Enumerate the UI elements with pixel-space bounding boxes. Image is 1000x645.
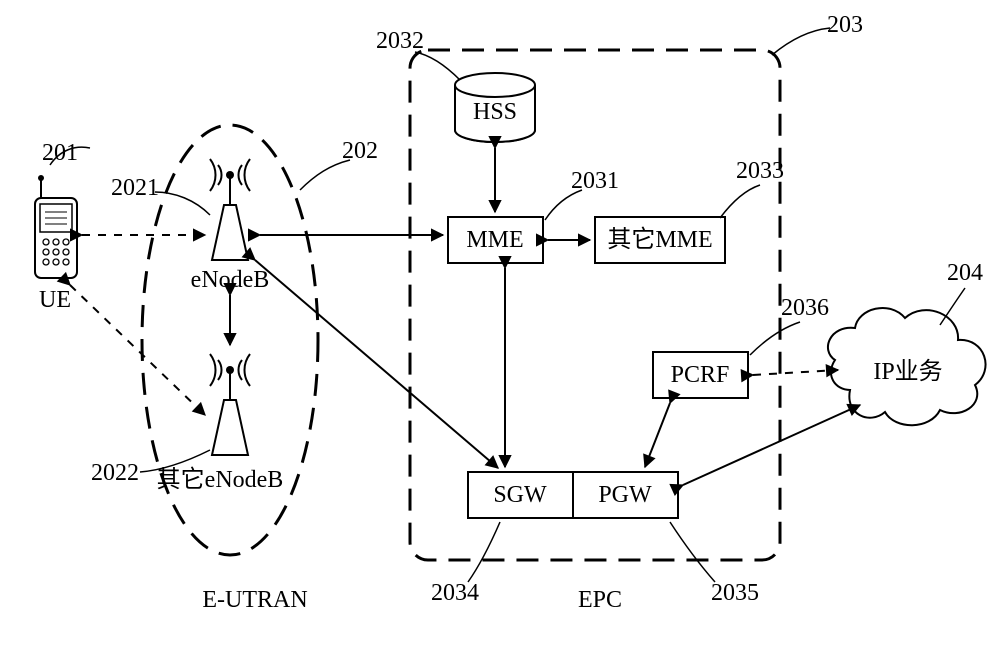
- enb2-label: 其它eNodeB: [157, 466, 284, 493]
- leader-2035: [670, 522, 715, 582]
- leader-2031: [545, 190, 582, 220]
- ref-202: 202: [342, 138, 378, 164]
- pgw-label: PGW: [598, 482, 652, 508]
- node-mme: MME: [448, 217, 543, 263]
- node-hss: HSS: [455, 73, 535, 142]
- leader-202: [300, 160, 350, 190]
- ref-2021: 2021: [111, 175, 159, 201]
- ip-label: IP业务: [873, 358, 942, 385]
- pcrf-label: PCRF: [671, 362, 730, 388]
- node-ip: IP业务: [828, 308, 986, 425]
- ref-2033: 2033: [736, 158, 784, 184]
- node-sgw: SGW: [468, 472, 573, 518]
- ref-2032: 2032: [376, 28, 424, 54]
- hss-label: HSS: [473, 99, 517, 125]
- edge-pcrf-pgw: [645, 403, 670, 467]
- enb-label: eNodeB: [191, 267, 270, 293]
- edge-enb-sgw: [255, 260, 498, 468]
- ref-2022: 2022: [91, 460, 139, 486]
- ue-label: UE: [39, 287, 71, 313]
- phone-icon: [35, 175, 77, 278]
- node-enb: eNodeB: [191, 159, 270, 293]
- epc-label: EPC: [578, 587, 622, 613]
- leader-2033: [720, 185, 760, 218]
- node-pgw: PGW: [573, 472, 678, 518]
- edge-pgw-ip: [683, 405, 860, 485]
- mme2-label: 其它MME: [607, 226, 712, 253]
- ref-204: 204: [947, 260, 983, 286]
- leader-2036: [750, 322, 800, 355]
- node-mme2: 其它MME: [595, 217, 725, 263]
- ref-2036: 2036: [781, 295, 829, 321]
- node-enb2: 其它eNodeB: [157, 354, 284, 493]
- leader-204: [940, 288, 965, 325]
- edge-ue-enb2: [70, 285, 205, 415]
- ref-2034: 2034: [431, 580, 479, 606]
- leader-203: [772, 28, 830, 55]
- sgw-label: SGW: [493, 482, 547, 508]
- edge-pcrf-ip: [753, 370, 838, 375]
- antenna-icon: [210, 159, 250, 260]
- leader-2032: [415, 52, 460, 80]
- mme-label: MME: [466, 227, 523, 253]
- ref-2035: 2035: [711, 580, 759, 606]
- antenna-icon: [210, 354, 250, 455]
- leader-2034: [468, 522, 500, 582]
- eutran-label: E-UTRAN: [202, 587, 307, 613]
- node-pcrf: PCRF: [653, 352, 748, 398]
- node-ue: UE: [35, 175, 77, 313]
- ref-201: 201: [42, 140, 78, 166]
- ref-2031: 2031: [571, 168, 619, 194]
- ref-203: 203: [827, 12, 863, 38]
- leader-2021: [155, 192, 210, 215]
